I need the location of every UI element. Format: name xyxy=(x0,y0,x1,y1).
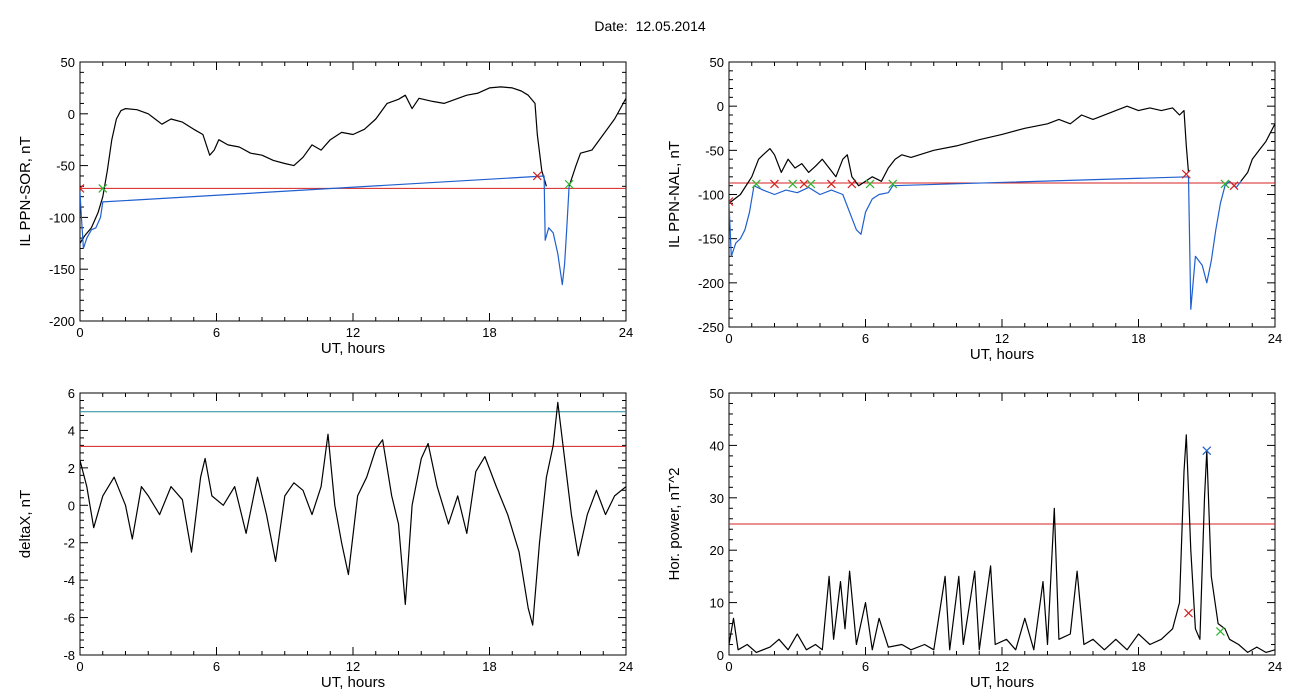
marker-red xyxy=(532,171,542,181)
x-axis-label: UT, hours xyxy=(970,674,1034,691)
x-tick-label: 6 xyxy=(862,659,869,674)
marker-green xyxy=(806,179,816,189)
marker-blue xyxy=(1202,446,1212,456)
data-series-event-line xyxy=(729,176,1242,310)
chart-panel-2: 0 6 12 18 24 50 0 -50 -100 -150 -200 -250 UT, hours I… xyxy=(666,55,1282,363)
data-series-line xyxy=(80,401,626,626)
x-tick-label: 0 xyxy=(725,331,732,346)
x-tick-label: 12 xyxy=(346,659,360,674)
y-tick-label: 40 xyxy=(710,438,724,453)
y-tick-label: 50 xyxy=(710,386,724,401)
y-tick-label: -2 xyxy=(63,536,75,551)
y-tick-label: 20 xyxy=(710,543,724,558)
y-axis-label: deltaX, nT xyxy=(17,490,34,558)
marker-red xyxy=(80,183,85,193)
y-tick-label: 6 xyxy=(68,386,75,401)
marker-red xyxy=(826,179,836,189)
marker-red xyxy=(1184,608,1193,618)
x-tick-label: 18 xyxy=(1131,659,1145,674)
plot-area xyxy=(729,434,1275,654)
y-axis-label: Hor. power, nT^2 xyxy=(666,468,683,581)
y-tick-label: 50 xyxy=(710,55,724,70)
y-tick-label: -6 xyxy=(63,611,75,626)
marker-green xyxy=(751,179,761,189)
x-tick-label: 6 xyxy=(213,325,220,340)
x-tick-label: 0 xyxy=(725,659,732,674)
y-axis-label: IL PPN-NAL, nT xyxy=(666,141,683,248)
y-tick-label: 4 xyxy=(68,423,75,438)
x-tick-label: 18 xyxy=(482,325,496,340)
y-tick-label: 2 xyxy=(68,461,75,476)
marker-green xyxy=(564,179,574,189)
y-tick-label: 0 xyxy=(68,107,75,122)
data-series-line xyxy=(80,86,547,244)
x-tick-label: 12 xyxy=(995,331,1009,346)
chart-panel-1: 0 6 12 18 24 50 0 -50 -100 -150 -200 UT, hours IL PP… xyxy=(17,55,633,357)
marker-green xyxy=(98,183,108,193)
plot-area xyxy=(729,105,1275,310)
marker-red xyxy=(1229,181,1239,191)
y-tick-label: -250 xyxy=(698,320,724,335)
marker-green xyxy=(865,179,875,189)
marker-red xyxy=(799,179,809,189)
data-series-line-tail xyxy=(568,98,626,187)
x-tick-label: 12 xyxy=(995,659,1009,674)
x-tick-label: 18 xyxy=(1131,331,1145,346)
chart-panel-4: 0 6 12 18 24 50 40 30 20 10 0 UT, hours Hor. power, … xyxy=(666,386,1282,691)
figure-title: Date: 12.05.2014 xyxy=(594,18,706,34)
y-tick-label: -4 xyxy=(63,573,75,588)
plot-area xyxy=(80,401,626,626)
data-series-line xyxy=(729,105,1190,204)
x-tick-label: 6 xyxy=(213,659,220,674)
marker-red xyxy=(1181,169,1191,179)
marker-green xyxy=(788,179,798,189)
marker-red xyxy=(770,179,779,189)
y-tick-label: 0 xyxy=(68,498,75,513)
marker-green xyxy=(888,179,898,189)
x-tick-label: 0 xyxy=(76,325,83,340)
y-tick-label: 0 xyxy=(717,99,724,114)
x-tick-label: 0 xyxy=(76,659,83,674)
chart-panel-3: 0 6 12 18 24 6 4 2 0 -2 -4 -6 -8 UT, hours deltaX, nT xyxy=(17,386,633,691)
x-tick-label: 24 xyxy=(619,659,633,674)
x-axis-label: UT, hours xyxy=(321,674,385,691)
marker-red xyxy=(729,197,734,206)
x-tick-label: 12 xyxy=(346,325,360,340)
y-axis-label: IL PPN-SOR, nT xyxy=(17,136,34,246)
data-series-event-line xyxy=(80,175,570,286)
x-axis-label: UT, hours xyxy=(321,340,385,357)
y-tick-label: -8 xyxy=(63,648,75,663)
y-tick-label: 30 xyxy=(710,491,724,506)
x-tick-label: 18 xyxy=(482,659,496,674)
data-series-line-tail xyxy=(1240,123,1275,182)
x-axis-label: UT, hours xyxy=(970,346,1034,363)
marker-green xyxy=(1215,626,1225,636)
y-tick-label: 0 xyxy=(717,648,724,663)
y-tick-label: 50 xyxy=(61,55,75,70)
x-tick-label: 6 xyxy=(862,331,869,346)
y-tick-label: -50 xyxy=(705,143,724,158)
marker-green xyxy=(1220,179,1230,189)
x-tick-label: 24 xyxy=(1268,659,1282,674)
y-tick-label: -200 xyxy=(698,276,724,291)
x-tick-label: 24 xyxy=(619,325,633,340)
y-tick-label: -150 xyxy=(698,232,724,247)
y-tick-label: -100 xyxy=(698,188,724,203)
y-tick-label: -100 xyxy=(49,210,75,225)
y-tick-label: -50 xyxy=(56,159,75,174)
plot-frame xyxy=(79,392,627,656)
y-tick-label: -200 xyxy=(49,314,75,329)
plot-area xyxy=(80,86,626,286)
x-tick-label: 24 xyxy=(1268,331,1282,346)
marker-red xyxy=(847,179,857,189)
data-series-line xyxy=(729,434,1275,654)
y-tick-label: 10 xyxy=(710,596,724,611)
y-tick-label: -150 xyxy=(49,262,75,277)
